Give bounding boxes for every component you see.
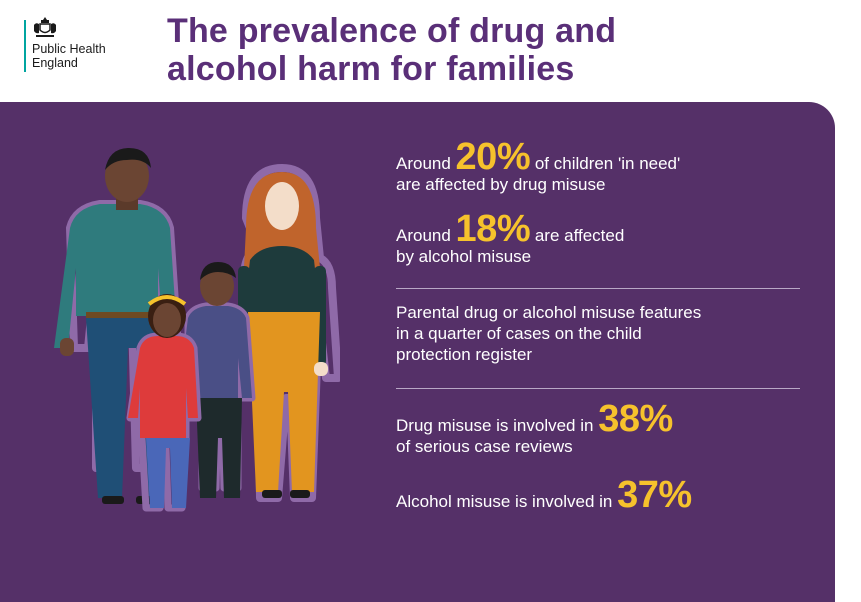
title-line-1: The prevalence of drug and: [167, 12, 617, 50]
divider: [396, 288, 800, 289]
stat-4-line2: of serious case reviews: [396, 437, 573, 456]
stat-4-pre: Drug misuse is involved in: [396, 416, 599, 435]
logo-rule: [24, 20, 26, 72]
stat-2-pre: Around: [396, 226, 456, 245]
stat-drug-case-reviews: Drug misuse is involved in 38% of seriou…: [396, 400, 673, 457]
stat-2-value: 18%: [455, 208, 531, 250]
stat-3-line2: in a quarter of cases on the child: [396, 324, 642, 343]
phe-logo: Public Health England: [24, 14, 144, 84]
girl-figure: [126, 294, 202, 512]
mother-figure: [234, 164, 340, 502]
stat-5-value: 37%: [617, 474, 692, 516]
stat-3-line1: Parental drug or alcohol misuse features: [396, 303, 702, 322]
stat-2-line2: by alcohol misuse: [396, 247, 532, 266]
divider: [396, 388, 800, 389]
stat-alcohol-case-reviews: Alcohol misuse is involved in 37%: [396, 476, 692, 514]
stat-1-line2: are affected by drug misuse: [396, 175, 606, 194]
stat-1-value: 20%: [455, 136, 531, 178]
stat-children-alcohol: Around 18% are affected by alcohol misus…: [396, 210, 625, 267]
page-title: The prevalence of drug and alcohol harm …: [167, 12, 616, 88]
stat-1-pre: Around: [396, 154, 456, 173]
stat-children-drug: Around 20% of children 'in need' are aff…: [396, 138, 681, 195]
stat-2-post: are affected: [530, 226, 625, 245]
family-illustration: [54, 148, 340, 512]
org-name: Public Health England: [32, 42, 106, 70]
stat-5-pre: Alcohol misuse is involved in: [396, 492, 618, 511]
title-line-2: alcohol harm for families: [167, 50, 575, 88]
stat-3-line3: protection register: [396, 345, 533, 364]
org-line-1: Public Health: [32, 42, 106, 56]
royal-crest-icon: [34, 17, 56, 37]
stat-protection-register: Parental drug or alcohol misuse features…: [396, 302, 701, 365]
stat-1-post: of children 'in need': [530, 154, 681, 173]
org-line-2: England: [32, 56, 78, 70]
stat-4-value: 38%: [598, 398, 673, 440]
